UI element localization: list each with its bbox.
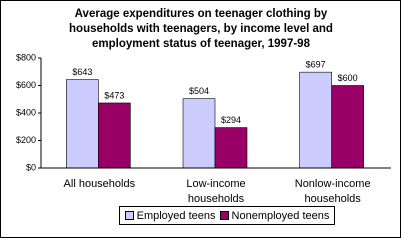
x-tick-label: All households [63,178,136,190]
bar [331,85,364,169]
plot: $0 $200 $400 $600 $800 $643 $473 $504 $294 $697 $6… [16,52,391,172]
y-tick-label: $200 [16,135,36,145]
value-label: $643 [72,67,92,77]
value-label: $697 [306,60,326,70]
bar [66,79,99,169]
value-label: $600 [338,73,358,83]
value-label: $294 [221,115,241,125]
x-tick-label: Nonlow-income households [294,178,371,205]
x-tick-label: Low-income households [186,178,246,205]
legend-label: Nonemployed teens [231,209,330,222]
legend-entry: Nonemployed teens [219,209,330,222]
y-tick-label: $800 [16,52,36,62]
bar [214,127,248,169]
bar [299,71,332,169]
chart-title: Average expenditures on teenager clothin… [69,8,333,50]
value-label: $473 [104,90,124,100]
legend-entry: Employed teens [124,209,216,222]
bar [182,98,216,169]
y-tick-label: $400 [16,107,36,117]
legend: Employed teens Nonemployed teens [119,206,335,225]
legend-label: Employed teens [136,209,216,222]
value-label: $504 [189,86,209,96]
legend-swatch [219,211,229,220]
bar [98,102,131,169]
y-tick-label: $600 [16,80,36,90]
y-tick-label: $0 [26,162,36,172]
legend-swatch [124,211,134,220]
